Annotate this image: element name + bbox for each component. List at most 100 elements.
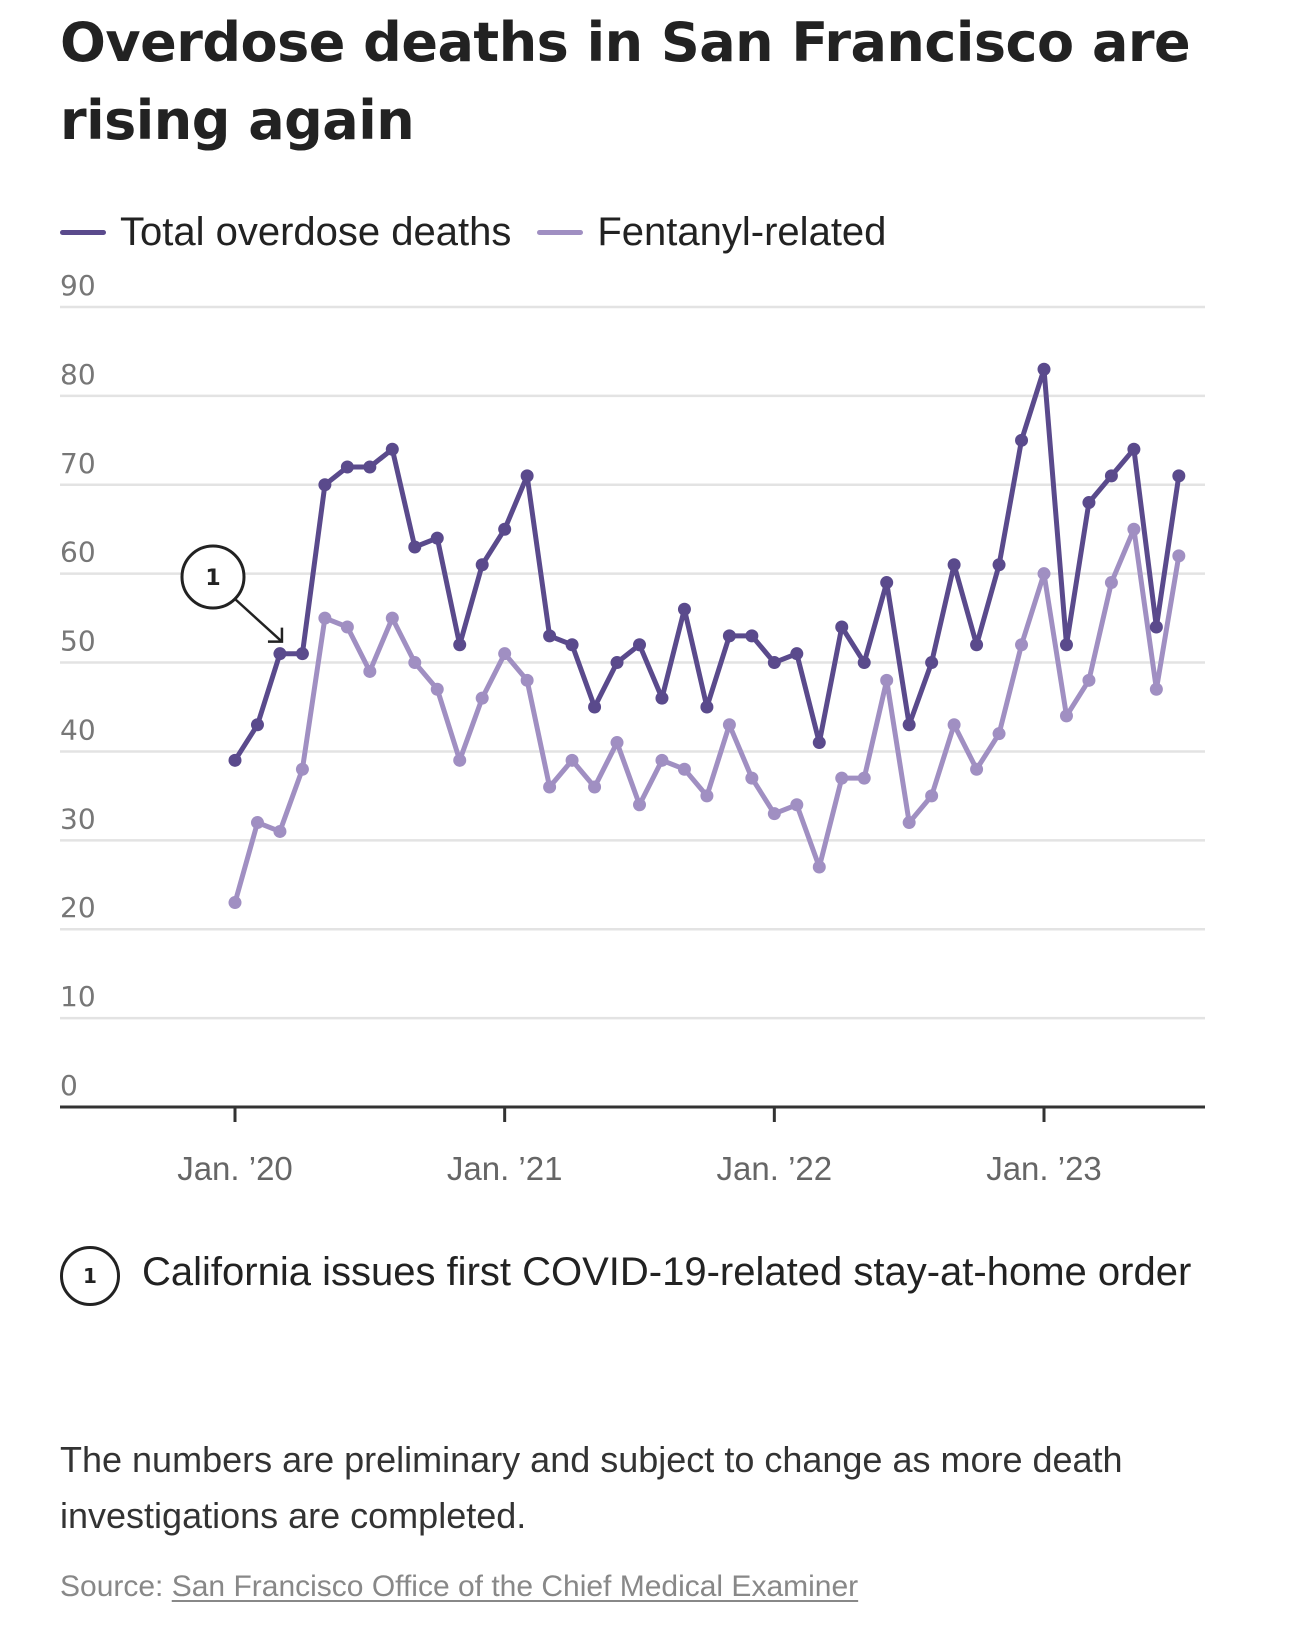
- data-point: [700, 789, 714, 803]
- data-point: [992, 558, 1006, 572]
- data-point: [925, 656, 939, 670]
- data-point: [520, 469, 534, 483]
- data-point: [633, 638, 646, 652]
- data-point: [250, 718, 264, 732]
- x-tick-label: Jan. ’21: [447, 1150, 563, 1187]
- data-point: [767, 807, 781, 821]
- data-point: [430, 682, 444, 696]
- y-tick-label: 80: [60, 358, 96, 391]
- data-point: [520, 673, 534, 687]
- data-point: [430, 531, 444, 545]
- y-tick-label: 60: [60, 536, 96, 569]
- data-point: [295, 762, 309, 776]
- data-point: [790, 798, 804, 812]
- data-point: [498, 522, 512, 536]
- data-point: [1127, 442, 1141, 456]
- data-point: [947, 718, 961, 732]
- annotation-number: 1: [205, 566, 220, 591]
- data-point: [857, 771, 871, 785]
- y-tick-label: 30: [60, 802, 96, 835]
- data-point: [700, 700, 714, 714]
- legend-swatch-total: [60, 229, 106, 235]
- data-point: [543, 629, 557, 643]
- data-point: [1082, 496, 1096, 510]
- x-axis: Jan. ’20 Jan. ’21 Jan. ’22 Jan. ’23: [60, 1105, 1205, 1187]
- source-line: Source: San Francisco Office of the Chie…: [60, 1570, 858, 1604]
- data-point: [588, 780, 602, 794]
- data-point: [1149, 682, 1163, 696]
- y-tick-label: 90: [60, 269, 96, 302]
- x-tick-label: Jan. ’23: [986, 1150, 1102, 1187]
- data-point: [655, 753, 669, 767]
- data-point: [1104, 469, 1118, 483]
- data-point: [902, 718, 916, 732]
- x-tick-label: Jan. ’22: [717, 1150, 833, 1187]
- data-point: [408, 540, 422, 554]
- data-point: [453, 638, 467, 652]
- data-point: [947, 558, 961, 572]
- chart-legend: Total overdose deaths Fentanyl-related: [60, 206, 912, 258]
- data-point: [835, 771, 849, 785]
- data-point: [655, 691, 669, 705]
- data-point: [273, 647, 287, 661]
- series-fentanyl: [228, 522, 1186, 910]
- series-line: [232, 526, 1182, 906]
- source-prefix: Source:: [60, 1570, 172, 1603]
- series-total: [228, 362, 1186, 767]
- data-point: [363, 460, 377, 474]
- chart-annotation: 1: [180, 544, 284, 643]
- data-point: [273, 824, 287, 838]
- y-tick-label: 10: [60, 980, 96, 1013]
- data-point: [1059, 709, 1073, 723]
- data-point: [970, 762, 984, 776]
- data-point: [835, 620, 849, 634]
- data-point: [722, 718, 736, 732]
- annotation-circle: [180, 544, 246, 610]
- y-axis-ticks: 0 10 20 30 40 50 60 70 80 90: [60, 269, 96, 1102]
- annotation-arrow-line: [234, 598, 283, 643]
- data-point: [363, 664, 377, 678]
- data-point: [1082, 673, 1096, 687]
- y-tick-label: 20: [60, 891, 96, 924]
- data-point: [767, 656, 781, 670]
- data-point: [1037, 362, 1051, 376]
- data-point: [1172, 549, 1186, 563]
- data-point: [498, 647, 512, 661]
- data-point: [610, 736, 624, 750]
- annotation-text: California issues first COVID-19-related…: [142, 1250, 1192, 1294]
- data-point: [610, 656, 624, 670]
- chart-title: Overdose deaths in San Francisco are ris…: [60, 11, 1191, 152]
- data-point: [475, 691, 489, 705]
- data-point: [880, 576, 894, 590]
- data-point: [408, 656, 422, 670]
- annotation-marker: 1: [60, 1246, 120, 1306]
- data-point: [722, 629, 736, 643]
- data-point: [543, 780, 557, 794]
- data-point: [745, 629, 759, 643]
- data-point: [925, 789, 939, 803]
- data-point: [745, 771, 759, 785]
- data-point: [228, 753, 242, 767]
- data-point: [1015, 638, 1029, 652]
- data-point: [970, 638, 984, 652]
- data-point: [250, 816, 264, 830]
- series-lines: [228, 362, 1186, 910]
- y-tick-label: 70: [60, 447, 96, 480]
- data-point: [677, 762, 691, 776]
- data-point: [385, 442, 399, 456]
- legend-item-total: Total overdose deaths: [60, 210, 511, 255]
- data-point: [790, 647, 804, 661]
- y-tick-label: 50: [60, 625, 96, 658]
- data-point: [318, 478, 332, 492]
- data-point: [295, 647, 309, 661]
- data-point: [1059, 638, 1073, 652]
- data-point: [1104, 576, 1118, 590]
- data-point: [228, 896, 242, 910]
- source-link[interactable]: San Francisco Office of the Chief Medica…: [171, 1570, 859, 1603]
- y-tick-label: 40: [60, 713, 96, 746]
- legend-label-total: Total overdose deaths: [120, 209, 512, 254]
- data-point: [1172, 469, 1186, 483]
- data-point: [857, 656, 871, 670]
- data-point: [453, 753, 467, 767]
